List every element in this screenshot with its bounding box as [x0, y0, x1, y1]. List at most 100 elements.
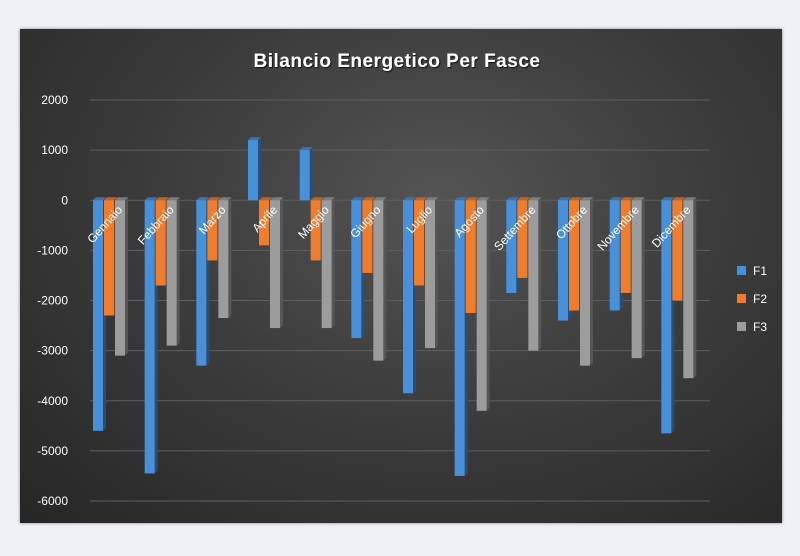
bar — [373, 197, 387, 361]
bar-top — [155, 197, 169, 201]
bar-top — [373, 197, 387, 201]
legend-item: F2 — [737, 292, 767, 306]
bar — [299, 147, 313, 201]
bar-top — [609, 197, 623, 201]
bar-top — [558, 197, 571, 201]
bar-face — [558, 200, 568, 321]
legend-swatch — [737, 266, 746, 275]
bar-face — [196, 200, 207, 366]
bar-face — [362, 200, 373, 273]
bar-top — [270, 197, 283, 201]
bar-face — [620, 200, 631, 293]
bar-top — [517, 197, 531, 201]
bar-face — [683, 200, 694, 379]
bar-side — [176, 197, 180, 346]
bar-top — [218, 197, 232, 201]
bar-top — [465, 197, 479, 201]
bar — [248, 137, 261, 201]
y-tick-label: -2000 — [37, 294, 68, 308]
bar-top — [620, 197, 634, 201]
bar-top — [196, 197, 210, 201]
bar — [166, 197, 180, 346]
bar-face — [528, 200, 539, 351]
bar-face — [259, 200, 269, 246]
bar-top — [683, 197, 697, 201]
bar-face — [609, 200, 620, 311]
bar-top — [104, 197, 117, 201]
bar-face — [270, 200, 280, 329]
bar-top — [661, 197, 675, 201]
y-tick-label: -5000 — [37, 444, 68, 458]
y-tick-label: 2000 — [41, 93, 68, 107]
bar — [580, 197, 593, 366]
y-tick-label: -1000 — [37, 243, 68, 257]
bar-top — [310, 197, 324, 201]
gridlines — [90, 99, 710, 502]
bar-top — [362, 197, 376, 201]
bar-top — [569, 197, 582, 201]
bar — [425, 197, 438, 349]
bar-face — [454, 200, 465, 476]
legend-swatch — [737, 294, 746, 303]
y-tick-label: 0 — [61, 193, 68, 207]
bar-face — [425, 200, 435, 349]
bar-face — [351, 200, 362, 339]
bar-chart: Bilancio Energetico Per Fasce 2000 1000 0 -… — [37, 51, 767, 508]
bar-top — [259, 197, 272, 201]
legend-item: F1 — [737, 264, 767, 278]
y-tick-label: -6000 — [37, 494, 68, 508]
bar-side — [538, 197, 542, 351]
bar-face — [569, 200, 579, 311]
y-tick-label: -3000 — [37, 344, 68, 358]
legend-item: F3 — [737, 320, 767, 334]
bar — [218, 197, 232, 319]
bar-top — [321, 197, 335, 201]
bar-side — [331, 197, 335, 329]
bar-face — [104, 200, 114, 316]
bars — [93, 137, 697, 476]
bar-side — [590, 197, 593, 366]
bar-top — [414, 197, 427, 201]
bar-side — [125, 197, 128, 356]
bar-face — [476, 200, 487, 411]
bar-face — [310, 200, 321, 261]
bar — [683, 197, 697, 379]
bar-top — [425, 197, 438, 201]
bar-face — [248, 140, 258, 201]
legend-label: F3 — [753, 320, 767, 334]
bar-side — [309, 147, 313, 201]
bar-face — [155, 200, 166, 286]
bar-face — [631, 200, 642, 359]
bar-face — [580, 200, 590, 366]
bar-top — [248, 137, 261, 141]
bar-face — [517, 200, 528, 278]
bar-face — [414, 200, 424, 286]
bar-top — [115, 197, 128, 201]
legend-label: F2 — [753, 292, 767, 306]
bar — [270, 197, 283, 329]
bar-face — [403, 200, 413, 394]
bar-side — [486, 197, 490, 411]
bar-face — [465, 200, 476, 314]
legend-label: F1 — [753, 264, 767, 278]
bar-top — [403, 197, 416, 201]
bar-face — [93, 200, 103, 431]
bar-top — [506, 197, 520, 201]
bar-top — [454, 197, 468, 201]
bar-top — [580, 197, 593, 201]
bar-face — [506, 200, 517, 293]
bar-side — [435, 197, 438, 349]
chart-title: Bilancio Energetico Per Fasce — [254, 51, 541, 72]
bar-top — [207, 197, 221, 201]
bar-side — [280, 197, 283, 329]
bar-face — [373, 200, 384, 361]
bar-side — [383, 197, 387, 361]
bar-face — [299, 150, 310, 201]
legend: F1 F2 F3 — [737, 264, 767, 334]
bar-top — [631, 197, 645, 201]
bar — [476, 197, 490, 411]
bar-side — [641, 197, 645, 359]
bar-top — [528, 197, 542, 201]
bar-side — [693, 197, 697, 379]
y-axis-tick-labels: 2000 1000 0 -1000 -2000 -3000 -4000 -5000 -6000 — [37, 93, 68, 508]
